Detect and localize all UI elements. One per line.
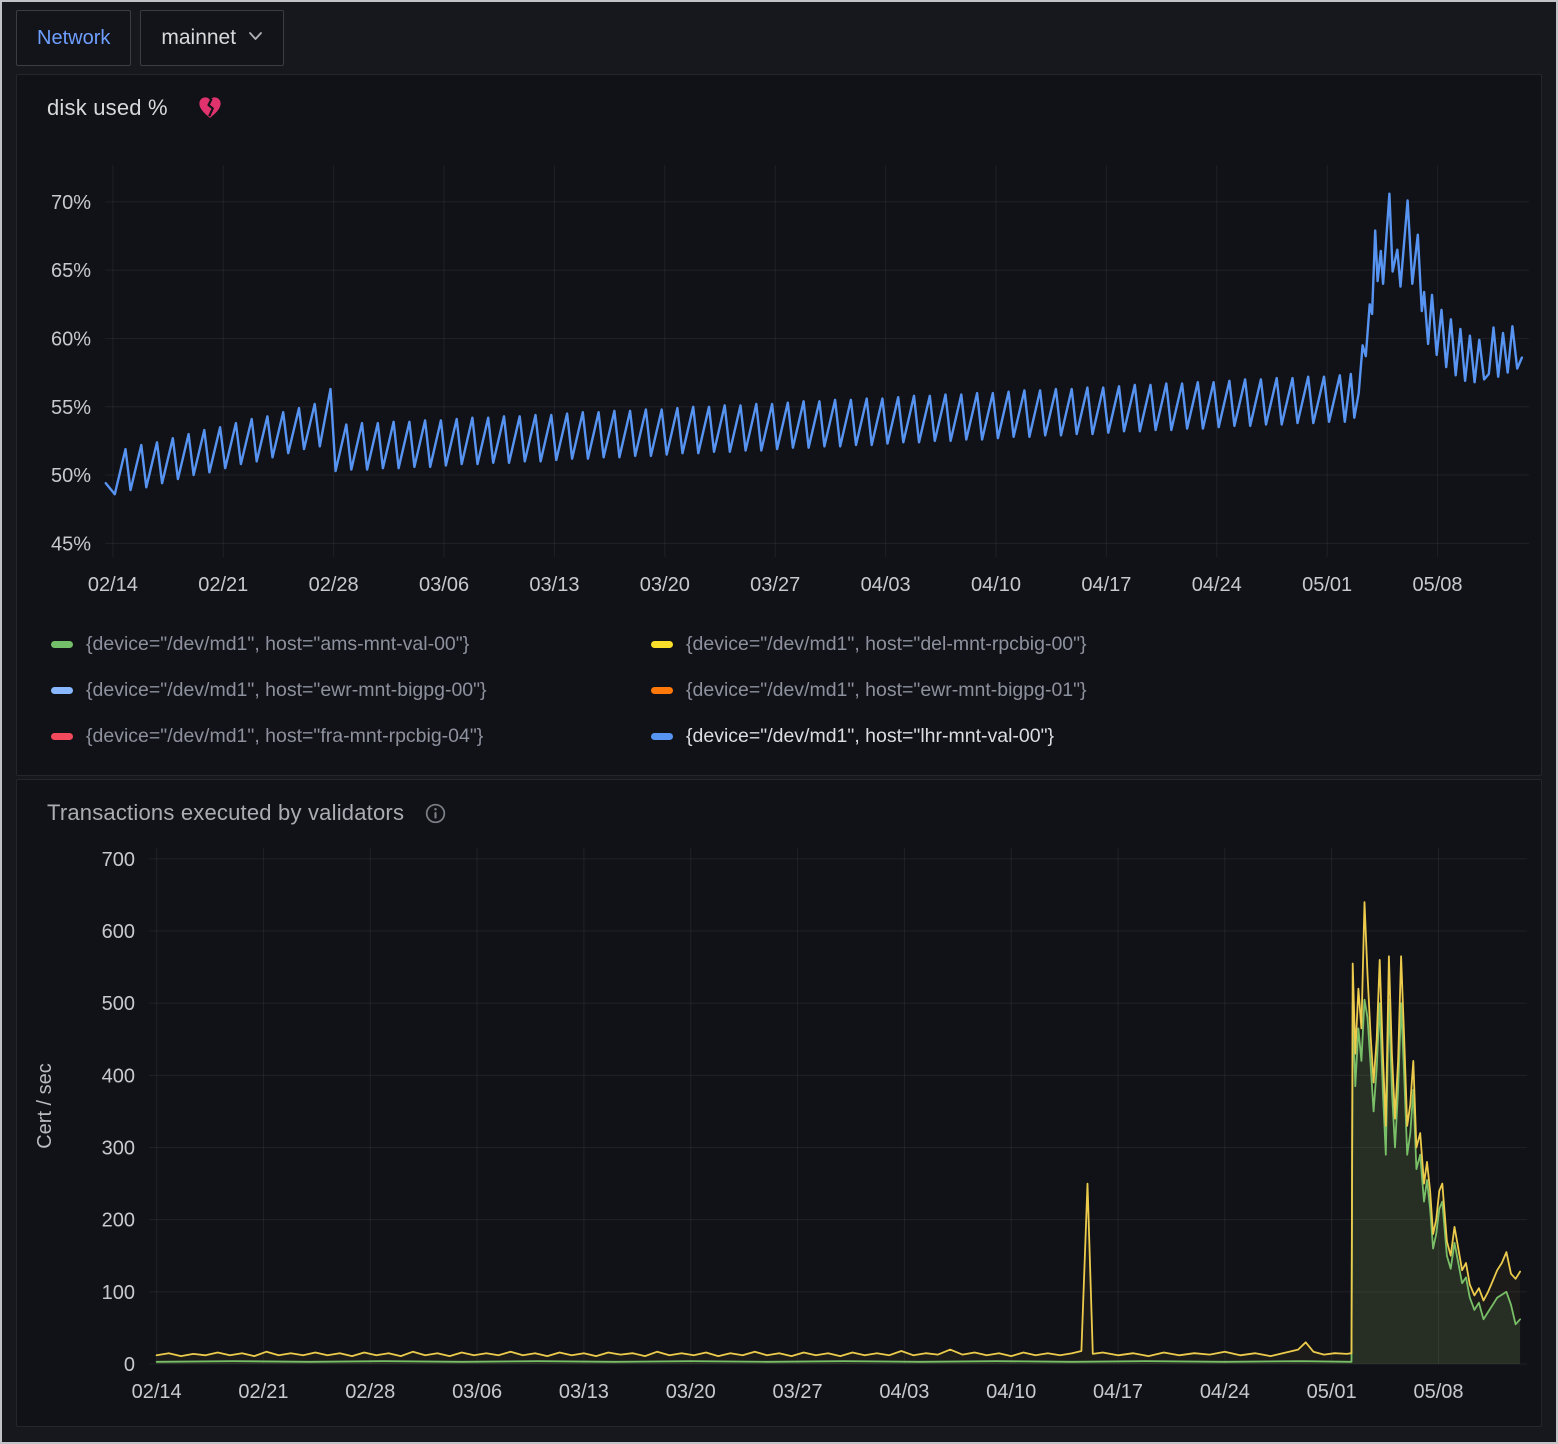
disk-used-chart[interactable]: 45% 50% 55% 60% 65% 70% 02/14 02/21 02/28 03/06 03… [17,125,1541,613]
legend-item[interactable]: {device="/dev/md1", host="fra-mnt-rpcbig… [51,715,651,757]
legend-swatch [51,640,73,648]
svg-text:300: 300 [102,1137,135,1159]
svg-text:500: 500 [102,993,135,1015]
variable-value: mainnet [161,26,237,49]
svg-text:Cert / sec: Cert / sec [34,1063,56,1149]
legend-item[interactable]: {device="/dev/md1", host="del-mnt-rpcbig… [651,623,1541,665]
legend-label: {device="/dev/md1", host="ewr-mnt-bigpg-… [86,678,487,701]
heart-break-icon [196,95,224,121]
variable-value-dropdown[interactable]: mainnet [140,10,285,66]
legend-swatch [651,732,673,740]
toolbar: Network mainnet [2,2,1556,74]
svg-text:04/10: 04/10 [986,1381,1036,1403]
svg-text:05/01: 05/01 [1307,1381,1357,1403]
svg-text:02/14: 02/14 [88,574,138,596]
svg-text:03/13: 03/13 [529,574,579,596]
svg-text:04/24: 04/24 [1192,574,1242,596]
svg-text:03/27: 03/27 [773,1381,823,1403]
svg-text:04/03: 04/03 [861,574,911,596]
svg-text:45%: 45% [51,533,91,555]
panel-disk-used-header: disk used % [17,75,1541,125]
svg-text:04/03: 04/03 [879,1381,929,1403]
panel-transactions: Transactions executed by validators 0 100… [16,779,1542,1427]
legend-item[interactable]: {device="/dev/md1", host="ams-mnt-val-00… [51,623,651,665]
svg-text:04/17: 04/17 [1093,1381,1143,1403]
chevron-down-icon [248,29,263,47]
disk-used-legend: {device="/dev/md1", host="ams-mnt-val-00… [17,613,1541,767]
svg-text:400: 400 [102,1065,135,1087]
panel-title[interactable]: disk used % [47,95,168,120]
svg-text:05/08: 05/08 [1413,1381,1463,1403]
svg-text:60%: 60% [51,328,91,350]
svg-text:50%: 50% [51,465,91,487]
svg-text:04/17: 04/17 [1081,574,1131,596]
svg-text:03/20: 03/20 [666,1381,716,1403]
svg-text:55%: 55% [51,397,91,419]
svg-text:200: 200 [102,1210,135,1232]
panel-title[interactable]: Transactions executed by validators [47,800,405,825]
legend-label: {device="/dev/md1", host="ams-mnt-val-00… [86,632,470,655]
svg-text:65%: 65% [51,260,91,282]
svg-text:02/21: 02/21 [238,1381,288,1403]
svg-text:03/06: 03/06 [452,1381,502,1403]
legend-item[interactable]: {device="/dev/md1", host="ewr-mnt-bigpg-… [51,669,651,711]
legend-swatch [51,732,73,740]
legend-label: {device="/dev/md1", host="ewr-mnt-bigpg-… [686,678,1087,701]
svg-text:03/27: 03/27 [750,574,800,596]
svg-text:05/01: 05/01 [1302,574,1352,596]
variable-label-box[interactable]: Network [16,10,132,66]
svg-text:02/28: 02/28 [309,574,359,596]
svg-text:04/10: 04/10 [971,574,1021,596]
legend-item[interactable]: {device="/dev/md1", host="ewr-mnt-bigpg-… [651,669,1541,711]
legend-label: {device="/dev/md1", host="fra-mnt-rpcbig… [86,724,484,747]
svg-text:02/28: 02/28 [345,1381,395,1403]
svg-text:02/14: 02/14 [132,1381,182,1403]
panel-disk-used: disk used % 45% 50% 55% 60% 65% 70% 02/14 02/21… [16,74,1542,776]
svg-text:700: 700 [102,849,135,871]
svg-text:03/20: 03/20 [640,574,690,596]
svg-text:600: 600 [102,921,135,943]
svg-text:05/08: 05/08 [1413,574,1463,596]
legend-swatch [651,686,673,694]
variable-label: Network [37,26,111,49]
transactions-chart[interactable]: 0 100 200 300 400 500 600 700 02/14 02/21 02/28 03/… [17,830,1541,1426]
legend-item[interactable]: {device="/dev/md1", host="lhr-mnt-val-00… [651,715,1541,757]
svg-text:03/13: 03/13 [559,1381,609,1403]
legend-swatch [651,640,673,648]
svg-text:0: 0 [124,1354,135,1376]
svg-text:04/24: 04/24 [1200,1381,1250,1403]
panel-transactions-header: Transactions executed by validators [17,780,1541,830]
svg-text:70%: 70% [51,192,91,214]
svg-text:02/21: 02/21 [198,574,248,596]
legend-label: {device="/dev/md1", host="lhr-mnt-val-00… [686,724,1055,747]
legend-label: {device="/dev/md1", host="del-mnt-rpcbig… [686,632,1087,655]
info-icon[interactable] [424,802,447,825]
svg-text:03/06: 03/06 [419,574,469,596]
svg-text:100: 100 [102,1282,135,1304]
legend-swatch [51,686,73,694]
